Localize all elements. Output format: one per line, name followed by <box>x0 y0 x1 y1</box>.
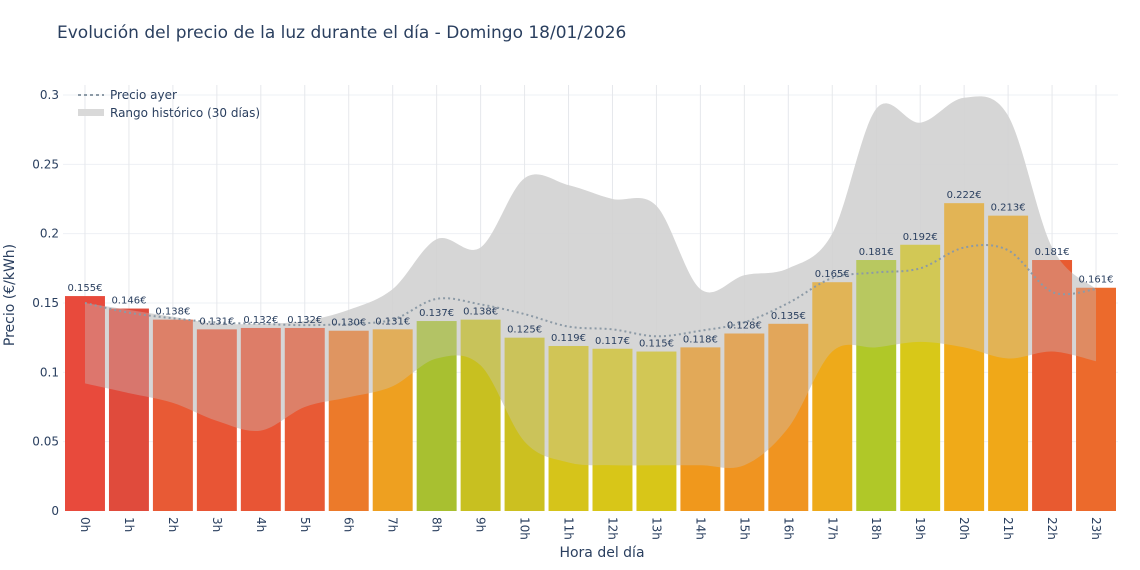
x-tick-label: 13h <box>649 517 663 540</box>
y-tick-label: 0 <box>51 504 59 518</box>
price-bar-1h <box>108 308 149 511</box>
price-label: 0.132€ <box>243 315 278 326</box>
price-label: 0.132€ <box>287 315 322 326</box>
x-tick-label: 21h <box>1001 517 1015 540</box>
x-tick-label: 14h <box>693 517 707 540</box>
price-bar-4h <box>240 327 281 511</box>
price-bar-13h <box>636 351 677 511</box>
price-label: 0.165€ <box>815 269 850 280</box>
yesterday-price-line <box>84 244 1097 338</box>
price-bar-6h <box>328 330 369 511</box>
price-label: 0.131€ <box>375 316 410 327</box>
x-tick-label: 19h <box>913 517 927 540</box>
price-label: 0.192€ <box>903 232 938 243</box>
price-label: 0.115€ <box>639 339 674 350</box>
price-label: 0.118€ <box>683 334 718 345</box>
price-label: 0.138€ <box>155 307 190 318</box>
y-tick-label: 0.2 <box>40 227 59 241</box>
price-label: 0.131€ <box>199 316 234 327</box>
price-label: 0.117€ <box>595 336 630 347</box>
price-label: 0.181€ <box>859 247 894 258</box>
price-bar-0h <box>65 296 105 511</box>
price-label: 0.155€ <box>67 283 102 294</box>
historic-range-overlay <box>84 96 1097 469</box>
price-label: 0.138€ <box>463 307 498 318</box>
price-label: 0.137€ <box>419 308 454 319</box>
x-tick-label: 18h <box>869 517 883 540</box>
price-bar-15h <box>724 333 765 511</box>
price-label: 0.128€ <box>727 321 762 332</box>
price-label: 0.125€ <box>507 325 542 336</box>
x-tick-label: 16h <box>781 517 795 540</box>
price-bar-9h <box>460 319 501 511</box>
price-bar-20h <box>944 203 985 511</box>
x-tick-label: 5h <box>298 517 312 532</box>
price-bar-22h <box>1032 260 1073 511</box>
price-label: 0.135€ <box>771 311 806 322</box>
price-bar-10h <box>504 337 545 511</box>
x-tick-label: 7h <box>386 517 400 532</box>
y-tick-label: 0.25 <box>32 157 59 171</box>
price-bar-7h <box>372 329 413 511</box>
y-tick-label: 0.1 <box>40 365 59 379</box>
price-label: 0.161€ <box>1079 275 1114 286</box>
x-tick-label: 6h <box>342 517 356 532</box>
legend-yesterday-label: Precio ayer <box>110 88 177 102</box>
price-bar-11h <box>548 345 589 511</box>
x-tick-label: 10h <box>518 517 532 540</box>
price-bar-18h <box>856 260 897 511</box>
price-bar-12h <box>592 348 633 511</box>
x-tick-label: 4h <box>254 517 268 532</box>
y-axis-title: Precio (€/kWh) <box>2 244 18 346</box>
chart-title: Evolución del precio de la luz durante e… <box>57 23 626 43</box>
price-bar-14h <box>680 347 721 511</box>
price-label: 0.213€ <box>991 203 1026 214</box>
price-label: 0.181€ <box>1035 247 1070 258</box>
price-bar-5h <box>284 327 325 511</box>
legend-range-swatch <box>78 109 104 116</box>
x-tick-label: 3h <box>210 517 224 532</box>
price-label: 0.130€ <box>331 318 366 329</box>
x-tick-label: 8h <box>430 517 444 532</box>
y-tick-label: 0.15 <box>32 296 59 310</box>
price-bar-23h <box>1076 287 1116 511</box>
x-axis-title: Hora del día <box>559 545 644 561</box>
x-tick-label: 15h <box>737 517 751 540</box>
y-tick-label: 0.3 <box>40 88 59 102</box>
x-tick-label: 11h <box>562 517 576 540</box>
price-bar-19h <box>900 244 941 511</box>
x-tick-label: 0h <box>78 517 92 532</box>
x-tick-label: 22h <box>1045 517 1059 540</box>
price-bar-16h <box>768 323 809 511</box>
x-tick-label: 20h <box>957 517 971 540</box>
price-label: 0.146€ <box>111 296 146 307</box>
x-tick-label: 1h <box>122 517 136 532</box>
price-bar-17h <box>812 282 853 511</box>
x-tick-label: 9h <box>474 517 488 532</box>
price-bar-21h <box>988 215 1029 511</box>
x-tick-label: 17h <box>825 517 839 540</box>
x-tick-label: 12h <box>605 517 619 540</box>
price-bar-8h <box>416 321 457 511</box>
legend[interactable]: Precio ayer Rango histórico (30 días) <box>78 88 260 120</box>
price-label: 0.119€ <box>551 333 586 344</box>
legend-range-label: Rango histórico (30 días) <box>110 106 260 120</box>
price-label: 0.222€ <box>947 190 982 201</box>
y-tick-label: 0.05 <box>32 435 59 449</box>
x-tick-label: 2h <box>166 517 180 532</box>
price-bar-3h <box>196 329 237 511</box>
price-bar-2h <box>152 319 193 511</box>
x-tick-label: 23h <box>1089 517 1103 540</box>
